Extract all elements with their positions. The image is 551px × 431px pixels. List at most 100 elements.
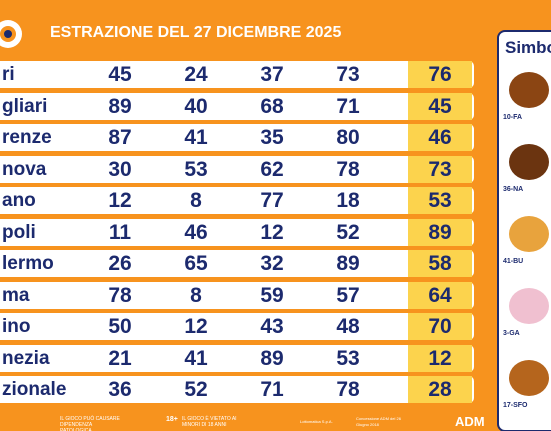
number: 21 (108, 346, 132, 370)
footer-minors: IL GIOCO È VIETATO AI MINORI DI 18 ANNI (182, 416, 237, 428)
table-row: nova 30 53 62 78 73 (0, 155, 474, 183)
number: 59 (260, 283, 284, 307)
number: 12 (108, 189, 132, 212)
table-row: ino 50 12 43 48 70 (0, 313, 474, 340)
city: lermo (2, 253, 54, 274)
number: 71 (336, 94, 360, 118)
number: 18 (336, 189, 360, 212)
number: 89 (336, 252, 360, 275)
number: 77 (260, 189, 284, 212)
number: 58 (428, 252, 452, 275)
number: 50 (108, 315, 132, 338)
number: 46 (428, 126, 452, 149)
highlight (408, 92, 472, 120)
number: 78 (108, 283, 132, 307)
symbols-title: Simbo (505, 38, 551, 57)
city: zionale (2, 379, 67, 400)
number: 80 (336, 126, 360, 149)
number: 53 (428, 189, 452, 212)
number: 12 (184, 315, 208, 338)
table-row: ma 78 8 59 57 64 (0, 281, 474, 309)
number: 73 (428, 157, 452, 181)
symbol-icon (509, 216, 549, 252)
city: ri (2, 64, 15, 85)
symbol-label: 17-SFO (503, 402, 528, 409)
city: ma (2, 284, 30, 306)
table-row: nezia 21 41 89 53 12 (0, 344, 474, 372)
highlight (408, 344, 472, 372)
symbol-icon (509, 144, 549, 180)
city: nova (2, 158, 47, 180)
number: 45 (108, 63, 132, 86)
table-row: lermo 26 65 32 89 58 (0, 250, 474, 277)
number: 89 (108, 94, 132, 118)
number: 53 (184, 157, 208, 181)
symbol-label: 10-FA (503, 114, 523, 121)
number: 65 (184, 252, 208, 275)
table-row: ri 45 24 37 73 76 (0, 61, 474, 88)
number: 45 (428, 94, 452, 118)
footer-age: 18+ (166, 416, 178, 423)
table-row: ano 12 8 77 18 53 (0, 187, 474, 214)
number: 26 (108, 252, 132, 275)
number: 41 (184, 126, 208, 149)
number: 57 (336, 283, 360, 307)
number: 28 (428, 378, 452, 401)
symbol-label: 36-NA (503, 186, 524, 193)
number: 76 (428, 63, 452, 86)
symbol-label: 3-GA (503, 330, 520, 337)
number: 73 (336, 63, 360, 86)
footer-adm: ADM (455, 414, 485, 429)
symbol-icon (509, 360, 549, 396)
table-row: poli 11 46 12 52 89 (0, 218, 474, 246)
number: 30 (108, 157, 132, 181)
number: 52 (184, 378, 208, 401)
number: 35 (260, 126, 284, 149)
number: 12 (428, 346, 452, 370)
number: 37 (260, 63, 284, 86)
highlight (408, 313, 472, 340)
number: 11 (108, 220, 132, 244)
highlight (408, 124, 472, 151)
city: nezia (2, 347, 50, 369)
number: 71 (260, 378, 284, 401)
city: renze (2, 127, 52, 148)
number: 24 (184, 63, 208, 86)
highlight (408, 155, 472, 183)
table-row: zionale 36 52 71 78 28 (0, 376, 474, 403)
number: 12 (260, 220, 284, 244)
city: ano (2, 190, 36, 211)
highlight (408, 218, 472, 246)
number: 48 (336, 315, 360, 338)
number: 78 (336, 378, 360, 401)
footer-warning: IL GIOCO PUÒ CAUSARE DIPENDENZA PATOLOGI… (60, 416, 120, 431)
city: poli (2, 221, 36, 243)
highlight (408, 187, 472, 214)
city: gliari (2, 95, 48, 117)
symbols-panel: Simbo 10-FA 36-NA 41-BU 3-GA 17-SFO (497, 30, 551, 431)
footer-concession: Concessione ADM del 26 Giugno 2018 (356, 416, 401, 427)
title: ESTRAZIONE DEL 27 DICEMBRE 2025 (50, 24, 342, 41)
table-row: renze 87 41 35 80 46 (0, 124, 474, 151)
city: ino (2, 316, 31, 337)
number: 78 (336, 157, 360, 181)
symbol-icon (509, 288, 549, 324)
number: 64 (428, 283, 452, 307)
number: 36 (108, 378, 132, 401)
number: 8 (190, 283, 202, 307)
symbol-icon (509, 72, 549, 108)
footer-company: Lottomatica S.p.A. (300, 419, 333, 424)
logo (0, 20, 22, 48)
symbol-label: 41-BU (503, 258, 524, 265)
number: 89 (260, 346, 284, 370)
number: 62 (260, 157, 284, 181)
number: 46 (184, 220, 208, 244)
number: 89 (428, 220, 452, 244)
number: 52 (336, 220, 360, 244)
table-row: gliari 89 40 68 71 45 (0, 92, 474, 120)
number: 43 (260, 315, 284, 338)
number: 8 (190, 189, 202, 212)
highlight (408, 376, 472, 403)
highlight (408, 61, 472, 88)
